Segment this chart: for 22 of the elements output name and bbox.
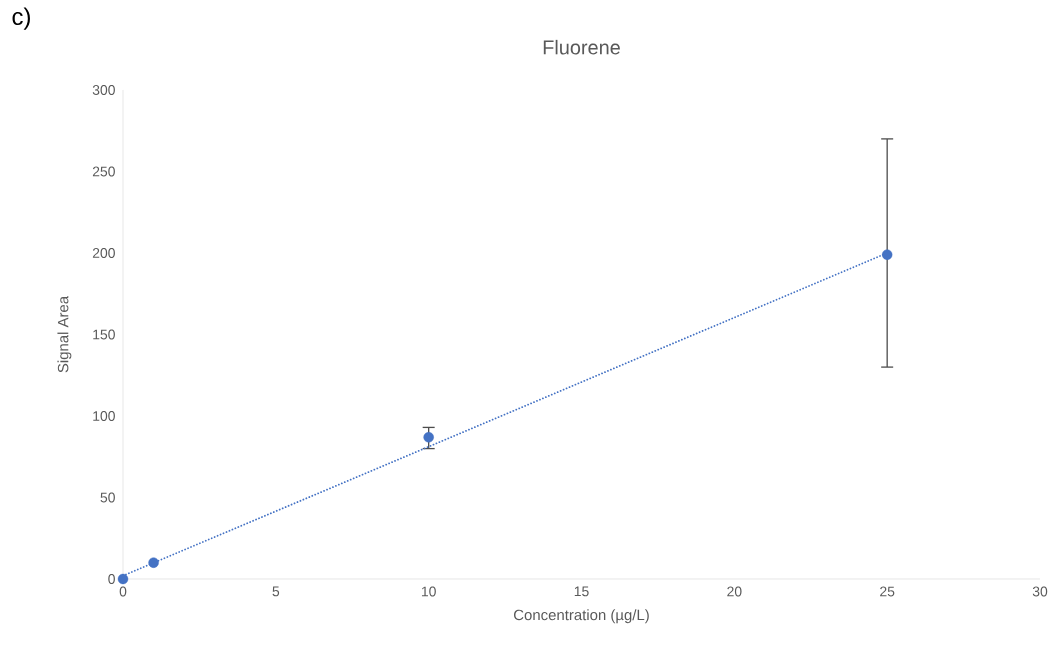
y-tick-label: 250 <box>92 166 115 177</box>
point <box>148 557 159 568</box>
x-axis-title: Concentration (µg/L) <box>514 609 649 624</box>
x-tick-label: 30 <box>1032 586 1048 597</box>
point <box>881 249 893 260</box>
y-tick-label: 100 <box>93 411 115 421</box>
point <box>423 431 434 443</box>
x-tick-label: 5 <box>272 586 280 597</box>
y-tick-label: 50 <box>100 492 115 503</box>
y-tick-label: 150 <box>93 329 115 340</box>
chart-title: Fluorene <box>543 39 620 55</box>
x-tick-label: 15 <box>574 586 589 597</box>
x-tick-label: 25 <box>880 586 895 597</box>
y-tick-label: 0 <box>108 574 115 584</box>
x-tick-label: 0 <box>119 586 127 597</box>
y-tick-label: 200 <box>92 248 115 258</box>
y-axis-title: Signal Area <box>57 295 72 373</box>
x-tick-label: 10 <box>421 586 436 597</box>
text: c) <box>12 7 30 30</box>
point <box>117 573 129 585</box>
y-tick-label: 300 <box>92 85 115 95</box>
x-tick-label: 20 <box>727 586 742 597</box>
